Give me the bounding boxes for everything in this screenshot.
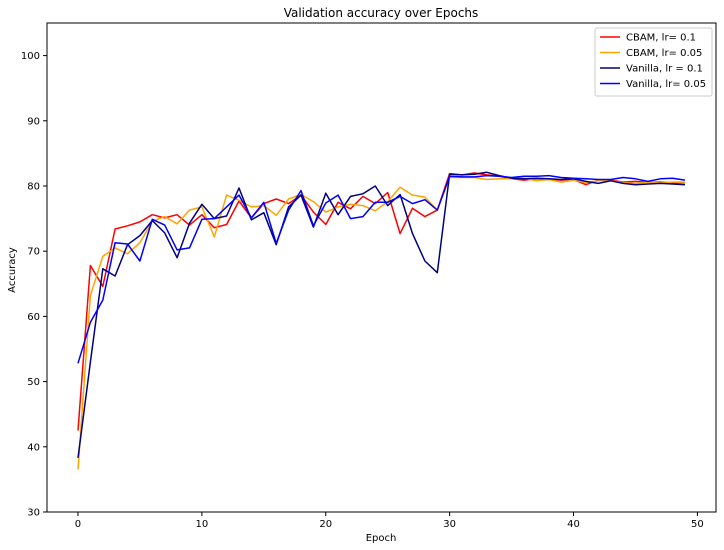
x-axis-label: Epoch: [366, 533, 397, 544]
y-tick-label: 70: [27, 247, 40, 258]
legend-label: CBAM, lr= 0.1: [626, 33, 696, 44]
legend-label: Vanilla, lr = 0.1: [626, 64, 703, 75]
plot-frame: [46, 22, 717, 513]
y-tick-label: 60: [27, 312, 40, 323]
x-tick-label: 50: [691, 519, 704, 530]
y-tick-label: 80: [27, 182, 40, 193]
x-tick-label: 40: [567, 519, 580, 530]
y-tick-label: 50: [27, 377, 40, 388]
y-tick-label: 90: [27, 116, 40, 127]
series-line-4: [77, 174, 686, 364]
legend-label: Vanilla, lr= 0.05: [626, 79, 706, 90]
x-axis: 0 10 20 30 40 50: [75, 512, 704, 530]
y-tick-label: 100: [21, 51, 40, 62]
y-tick-label: 40: [27, 442, 40, 453]
y-tick-label: 30: [27, 508, 40, 519]
y-axis: 30 40 50 60 70 80 90 100: [21, 51, 47, 519]
y-axis-label: Accuracy: [7, 247, 18, 293]
series-line-3: [77, 171, 686, 458]
x-tick-label: 20: [319, 519, 332, 530]
legend: CBAM, lr= 0.1 CBAM, lr= 0.05 Vanilla, lr =…: [594, 27, 713, 97]
legend-box: [594, 27, 713, 97]
series-group: [77, 171, 686, 470]
legend-label: CBAM, lr= 0.05: [626, 48, 702, 59]
x-tick-label: 10: [195, 519, 208, 530]
x-tick-label: 30: [443, 519, 456, 530]
chart-title: Validation accuracy over Epochs: [284, 6, 479, 20]
series-line-1: [77, 172, 685, 431]
series-line-2: [77, 176, 685, 470]
x-tick-label: 0: [75, 519, 81, 530]
